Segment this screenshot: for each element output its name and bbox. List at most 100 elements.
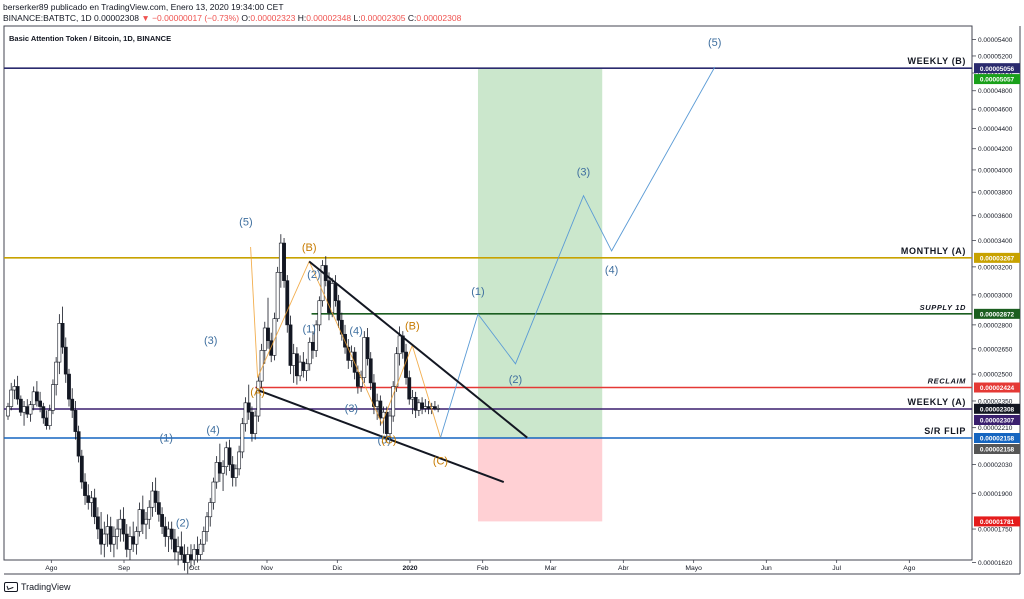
candle: [217, 443, 222, 483]
candle: [105, 514, 110, 547]
candle: [423, 399, 428, 413]
candle: [112, 526, 116, 558]
candle: [73, 400, 78, 440]
svg-text:0.00002307: 0.00002307: [980, 418, 1015, 425]
candle: [250, 406, 254, 442]
price-badge: 0.00001781: [974, 516, 1020, 527]
candle: [166, 521, 171, 552]
wave-label: (C): [433, 456, 448, 468]
candle: [227, 439, 232, 472]
candle: [323, 256, 328, 287]
low-label: L:: [353, 13, 361, 23]
candle: [420, 397, 424, 415]
candle: [76, 425, 81, 463]
candle: [397, 326, 402, 366]
projection-path[interactable]: [440, 66, 716, 438]
candle: [211, 477, 216, 510]
tradingview-brand: TradingView: [21, 582, 71, 592]
candle: [413, 391, 418, 418]
price-tick-label: 0.00003400: [978, 238, 1013, 245]
candle: [144, 511, 148, 540]
candle: [38, 391, 42, 413]
candle: [60, 306, 65, 354]
candle: [28, 400, 33, 422]
time-tick-label: Nov: [261, 565, 274, 572]
price-tick-label: 0.00004000: [978, 167, 1013, 174]
candle: [365, 327, 370, 366]
candle: [89, 491, 94, 517]
candle: [266, 297, 270, 349]
candle: [18, 395, 23, 417]
price-tick-label: 0.00004600: [978, 107, 1013, 114]
svg-text:0.00002158: 0.00002158: [980, 447, 1015, 454]
wave-label: (4): [349, 325, 362, 337]
svg-text:0.00002308: 0.00002308: [980, 406, 1015, 413]
wave-label: (5): [377, 435, 390, 447]
close-label: C:: [407, 13, 417, 23]
tradingview-logo-icon: [4, 582, 18, 592]
candle: [150, 482, 155, 517]
candle: [86, 484, 91, 510]
wave-label: (C): [381, 435, 396, 447]
svg-text:0.00002424: 0.00002424: [980, 385, 1015, 392]
level-label-2: SUPPLY 1D: [920, 303, 966, 312]
candle: [31, 386, 36, 411]
candle: [47, 404, 52, 430]
time-tick-label: Oct: [189, 565, 200, 572]
candle: [156, 491, 161, 522]
candle: [410, 390, 415, 415]
candle: [22, 400, 26, 426]
time-tick-label: Abr: [618, 565, 629, 572]
candle: [134, 526, 139, 555]
candle: [388, 410, 392, 440]
wave-label: (5): [708, 37, 721, 49]
wave-label: (1): [159, 433, 172, 445]
trend-line-0[interactable]: [308, 260, 528, 439]
candle: [115, 519, 120, 550]
orange-wave-path[interactable]: [250, 246, 441, 438]
candle: [304, 358, 309, 382]
candle: [83, 473, 87, 505]
candle: [169, 521, 174, 550]
candle: [282, 237, 286, 288]
candle: [12, 379, 17, 400]
candle: [256, 375, 261, 422]
open-label: O:: [241, 13, 251, 23]
last-price: 0.00002308: [94, 13, 139, 23]
trend-line-1[interactable]: [257, 389, 505, 483]
ohlc-line: BINANCE:BATBTC, 1D 0.00002308 ▼ −0.00000…: [3, 13, 461, 23]
candle: [237, 445, 242, 476]
candle: [362, 331, 367, 383]
svg-text:0.00002872: 0.00002872: [980, 311, 1015, 318]
high-value: 0.00002348: [306, 13, 352, 23]
target-zone[interactable]: [477, 68, 603, 438]
time-tick-label: Ago: [903, 565, 915, 572]
wave-label: (4): [605, 265, 618, 277]
price-tick-label: 0.00004400: [978, 126, 1013, 133]
low-value: 0.00002305: [360, 13, 406, 23]
candle: [230, 456, 235, 487]
candle: [285, 275, 290, 333]
wave-label: (2): [176, 518, 189, 530]
wave-label: (B): [302, 242, 317, 254]
svg-text:0.00005057: 0.00005057: [980, 77, 1015, 84]
candle: [205, 511, 209, 542]
symbol-label[interactable]: BINANCE:BATBTC, 1D: [3, 13, 92, 23]
candle: [95, 507, 100, 540]
time-tick-label: Dic: [332, 565, 342, 572]
price-tick-label: 0.00005200: [978, 53, 1013, 60]
candle: [179, 531, 184, 560]
candle: [147, 500, 152, 530]
price-badge: 0.00002307: [974, 414, 1020, 425]
svg-text:0.00001781: 0.00001781: [980, 519, 1015, 526]
candle: [288, 315, 293, 375]
candle: [198, 539, 203, 560]
wave-label: (A): [250, 386, 265, 398]
wave-label: (1): [302, 324, 315, 336]
tradingview-footer[interactable]: TradingView: [4, 582, 71, 592]
candle: [140, 495, 145, 535]
change-value: ▼ −0.00000017 (−0.73%): [141, 13, 240, 23]
candle: [346, 339, 351, 369]
candle: [275, 266, 280, 322]
